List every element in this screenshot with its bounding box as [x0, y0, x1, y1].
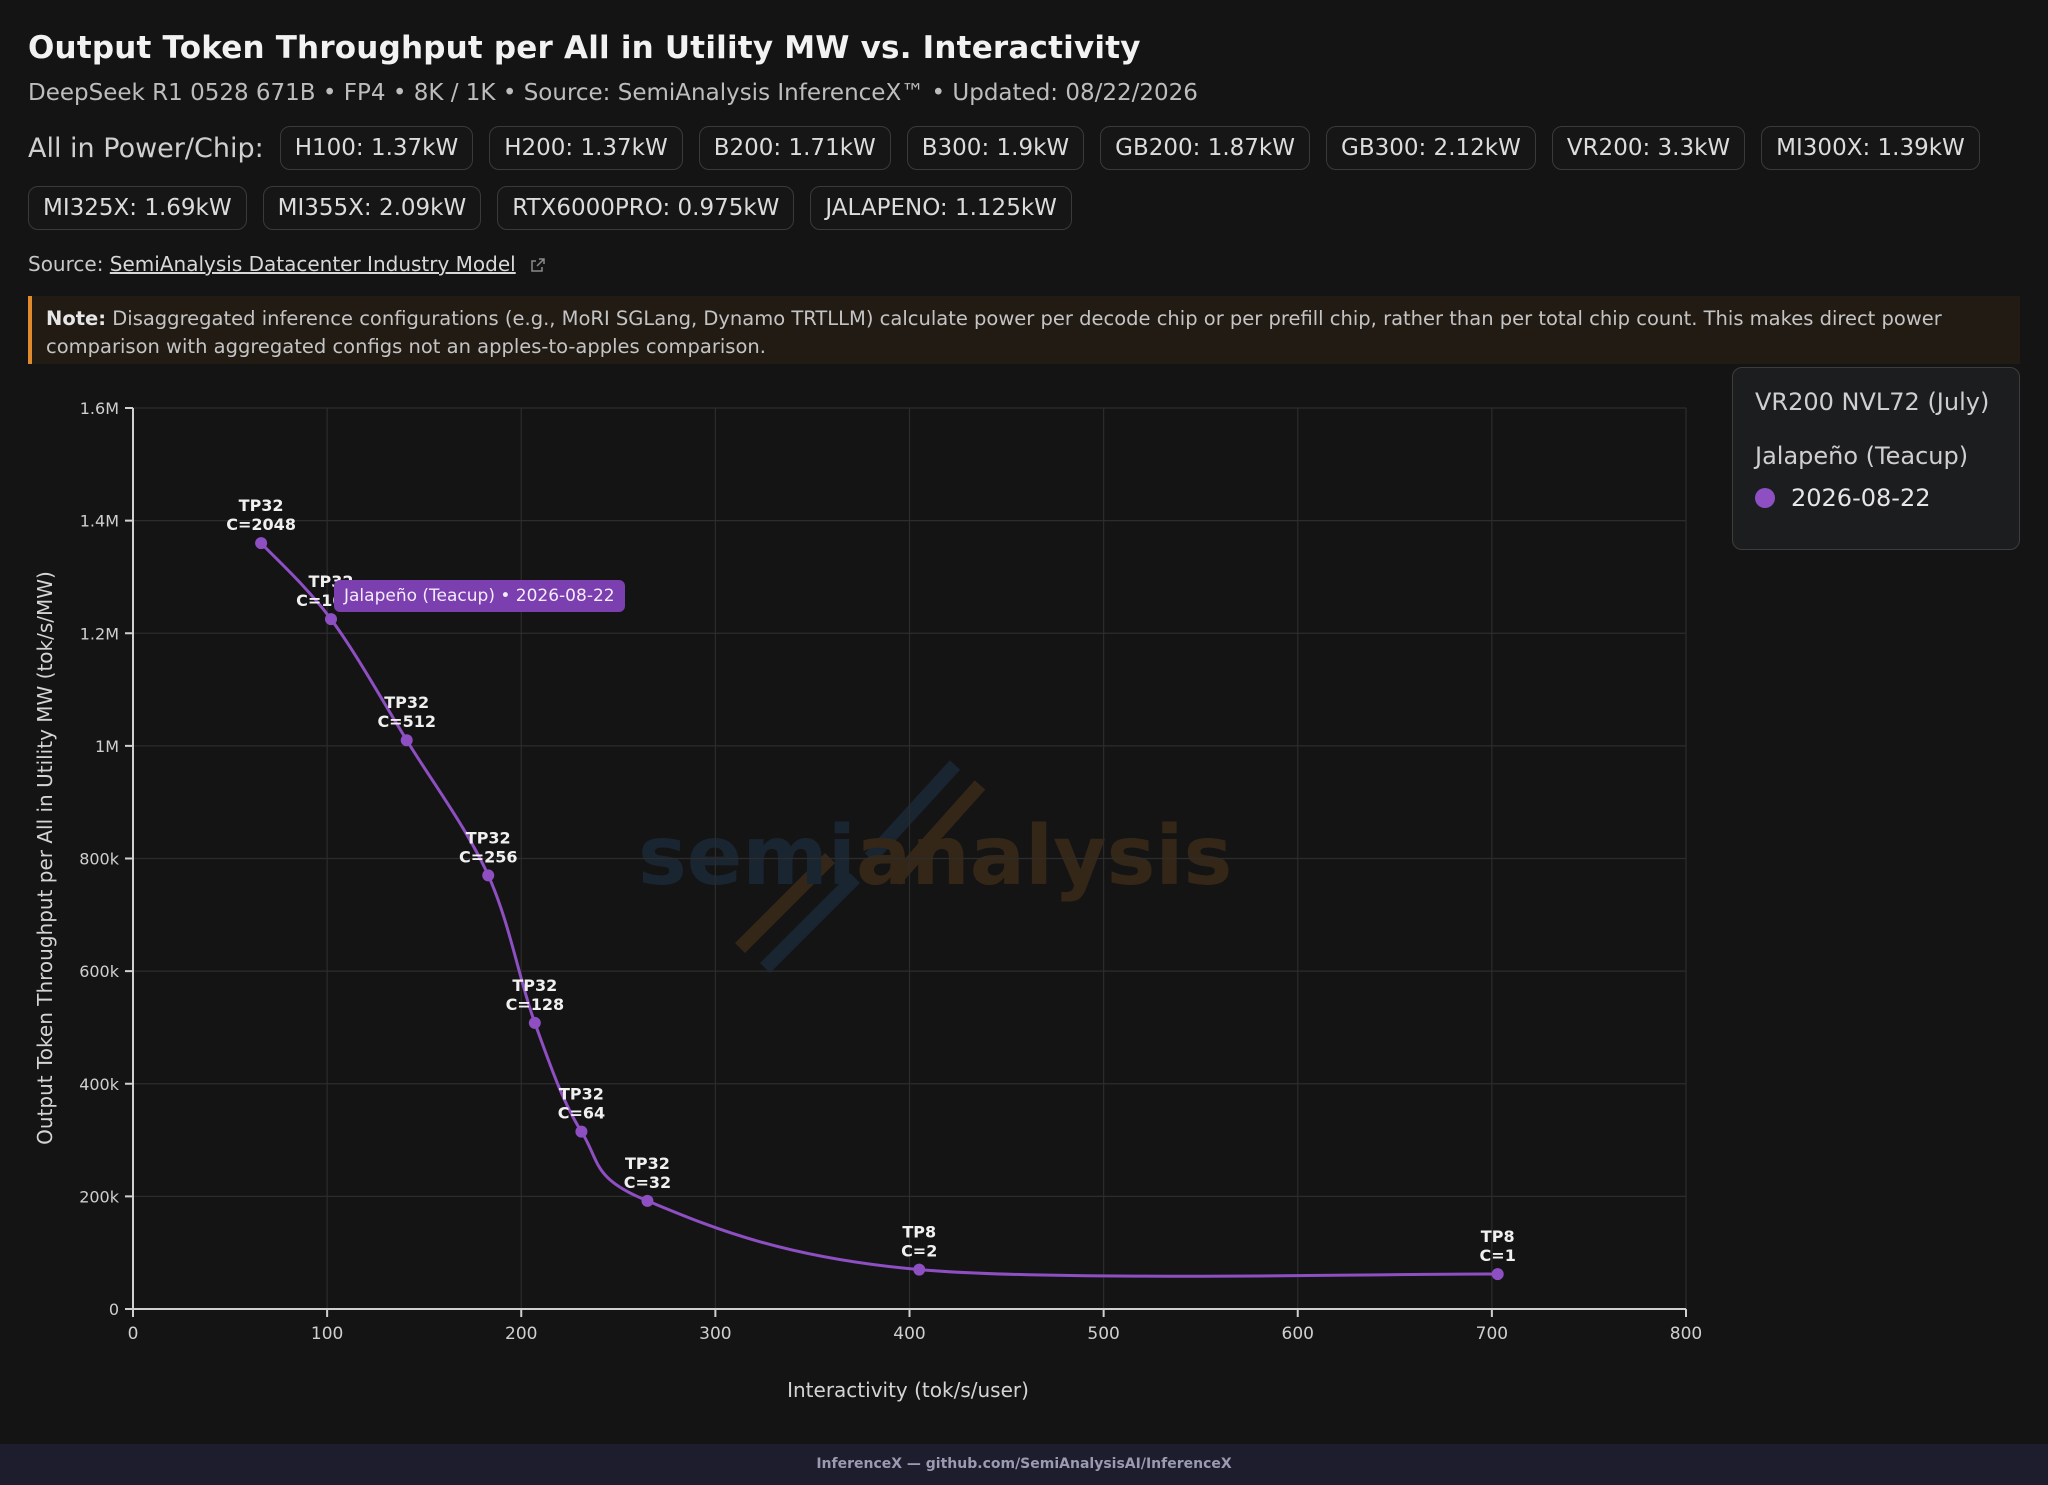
data-point[interactable]: [400, 734, 413, 747]
power-chip: H200: 1.37kW: [489, 126, 683, 170]
power-chip: H100: 1.37kW: [279, 126, 474, 170]
data-point[interactable]: [1491, 1268, 1504, 1281]
x-tick-label: 500: [1087, 1324, 1119, 1344]
power-chip: RTX6000PRO: 0.975kW: [497, 186, 795, 230]
chart-grid: [133, 407, 1687, 1309]
watermark-text-b: analysis: [856, 809, 1232, 904]
point-label-top: TP32: [559, 1085, 604, 1104]
y-tick-label: 1M: [95, 737, 119, 756]
x-axis-label: Interactivity (tok/s/user): [787, 1378, 1029, 1402]
legend-title: VR200 NVL72 (July): [1755, 388, 1990, 416]
chart-point-labels: TP32C=2048TP32C=1024TP32C=512TP32C=256TP…: [226, 496, 1516, 1265]
chart-header: Output Token Throughput per All in Utili…: [28, 30, 2018, 106]
data-point[interactable]: [913, 1263, 926, 1276]
series-line: [260, 542, 1498, 1278]
point-label-bottom: C=256: [459, 847, 518, 866]
note-text: Disaggregated inference configurations (…: [46, 307, 1942, 358]
legend-item-label: 2026-08-22: [1791, 484, 1931, 512]
data-point[interactable]: [325, 613, 338, 626]
data-point[interactable]: [482, 869, 495, 882]
chart-plot: semianalysis 0 100 200 300 400 500 600 700 800 0 2…: [33, 399, 1702, 1402]
power-chip: B200: 1.71kW: [698, 126, 891, 170]
power-chip: B300: 1.9kW: [906, 126, 1085, 170]
power-chip: MI300X: 1.39kW: [1761, 126, 1980, 170]
chart-axes: 0 100 200 300 400 500 600 700 800 0 200k 400k 600k 80…: [79, 399, 1702, 1344]
point-label-top: TP8: [1481, 1227, 1515, 1246]
y-tick-label: 1.6M: [80, 399, 119, 418]
note-label: Note:: [46, 307, 107, 330]
y-tick-label: 1.2M: [80, 624, 119, 643]
chart-series: [255, 537, 1504, 1281]
data-point[interactable]: [528, 1016, 541, 1029]
point-label-top: TP32: [384, 693, 429, 712]
point-label-bottom: C=32: [624, 1173, 671, 1192]
power-chip: MI355X: 2.09kW: [262, 186, 482, 230]
legend: VR200 NVL72 (July) Jalapeño (Teacup) 202…: [1732, 367, 2020, 550]
point-label-top: TP32: [625, 1154, 670, 1173]
x-tick-label: 0: [128, 1324, 139, 1344]
power-chip: VR200: 3.3kW: [1551, 126, 1746, 170]
watermark-text-a: semi: [638, 809, 856, 904]
legend-group-label: Jalapeño (Teacup): [1755, 442, 1969, 470]
x-tick-label: 800: [1670, 1324, 1702, 1344]
point-label-bottom: C=2: [901, 1242, 937, 1261]
power-chips: All in Power/Chip: H100: 1.37kW H200: 1.3…: [28, 126, 2018, 230]
point-label-bottom: C=2048: [226, 515, 296, 534]
point-label-top: TP32: [512, 976, 557, 995]
point-label-top: TP8: [902, 1223, 936, 1242]
point-label-top: TP32: [239, 496, 284, 515]
data-point[interactable]: [641, 1194, 654, 1207]
y-tick-label: 200k: [79, 1187, 120, 1206]
y-tick-label: 0: [109, 1300, 119, 1319]
data-point[interactable]: [255, 537, 268, 550]
x-tick-label: 200: [505, 1324, 537, 1344]
point-label-bottom: C=512: [377, 712, 436, 731]
point-label-top: TP32: [466, 828, 511, 847]
x-tick-label: 100: [311, 1324, 343, 1344]
power-chip: JALAPENO: 1.125kW: [810, 186, 1072, 230]
power-chip: GB200: 1.87kW: [1100, 126, 1310, 170]
source-link[interactable]: SemiAnalysis Datacenter Industry Model: [109, 252, 516, 276]
data-point[interactable]: [575, 1125, 588, 1138]
svg-text:semianalysis: semianalysis: [638, 809, 1232, 904]
y-tick-label: 1.4M: [80, 512, 119, 531]
power-label: All in Power/Chip:: [28, 132, 264, 164]
point-label-bottom: C=64: [558, 1104, 605, 1123]
x-tick-label: 300: [699, 1324, 731, 1344]
external-link-icon[interactable]: [530, 257, 546, 273]
y-axis-label: Output Token Throughput per All in Utili…: [33, 571, 57, 1145]
legend-dot-icon: [1755, 488, 1775, 508]
semianalysis-watermark: semianalysis: [638, 760, 1232, 973]
x-tick-label: 400: [893, 1324, 925, 1344]
source-prefix: Source:: [28, 252, 104, 276]
point-label-bottom: C=128: [506, 995, 565, 1014]
y-tick-label: 800k: [79, 850, 120, 869]
legend-item[interactable]: 2026-08-22: [1755, 484, 1997, 512]
x-tick-label: 600: [1282, 1324, 1314, 1344]
y-tick-label: 600k: [79, 962, 120, 981]
disaggregation-note: Note: Disaggregated inference configurat…: [28, 296, 2020, 364]
footer: InferenceX — github.com/SemiAnalysisAI/I…: [0, 1444, 2048, 1485]
y-tick-label: 400k: [79, 1075, 120, 1094]
chart-title: Output Token Throughput per All in Utili…: [28, 30, 1141, 66]
power-chip: GB300: 2.12kW: [1326, 126, 1536, 170]
power-chip: MI325X: 1.69kW: [28, 186, 247, 230]
point-label-bottom: C=1: [1480, 1246, 1516, 1265]
chart-subtitle: DeepSeek R1 0528 671B • FP4 • 8K / 1K • …: [28, 80, 1198, 106]
source-line: Source: SemiAnalysis Datacenter Industry…: [28, 252, 546, 276]
hover-tooltip: Jalapeño (Teacup) • 2026-08-22: [334, 580, 625, 612]
x-tick-label: 700: [1476, 1324, 1508, 1344]
